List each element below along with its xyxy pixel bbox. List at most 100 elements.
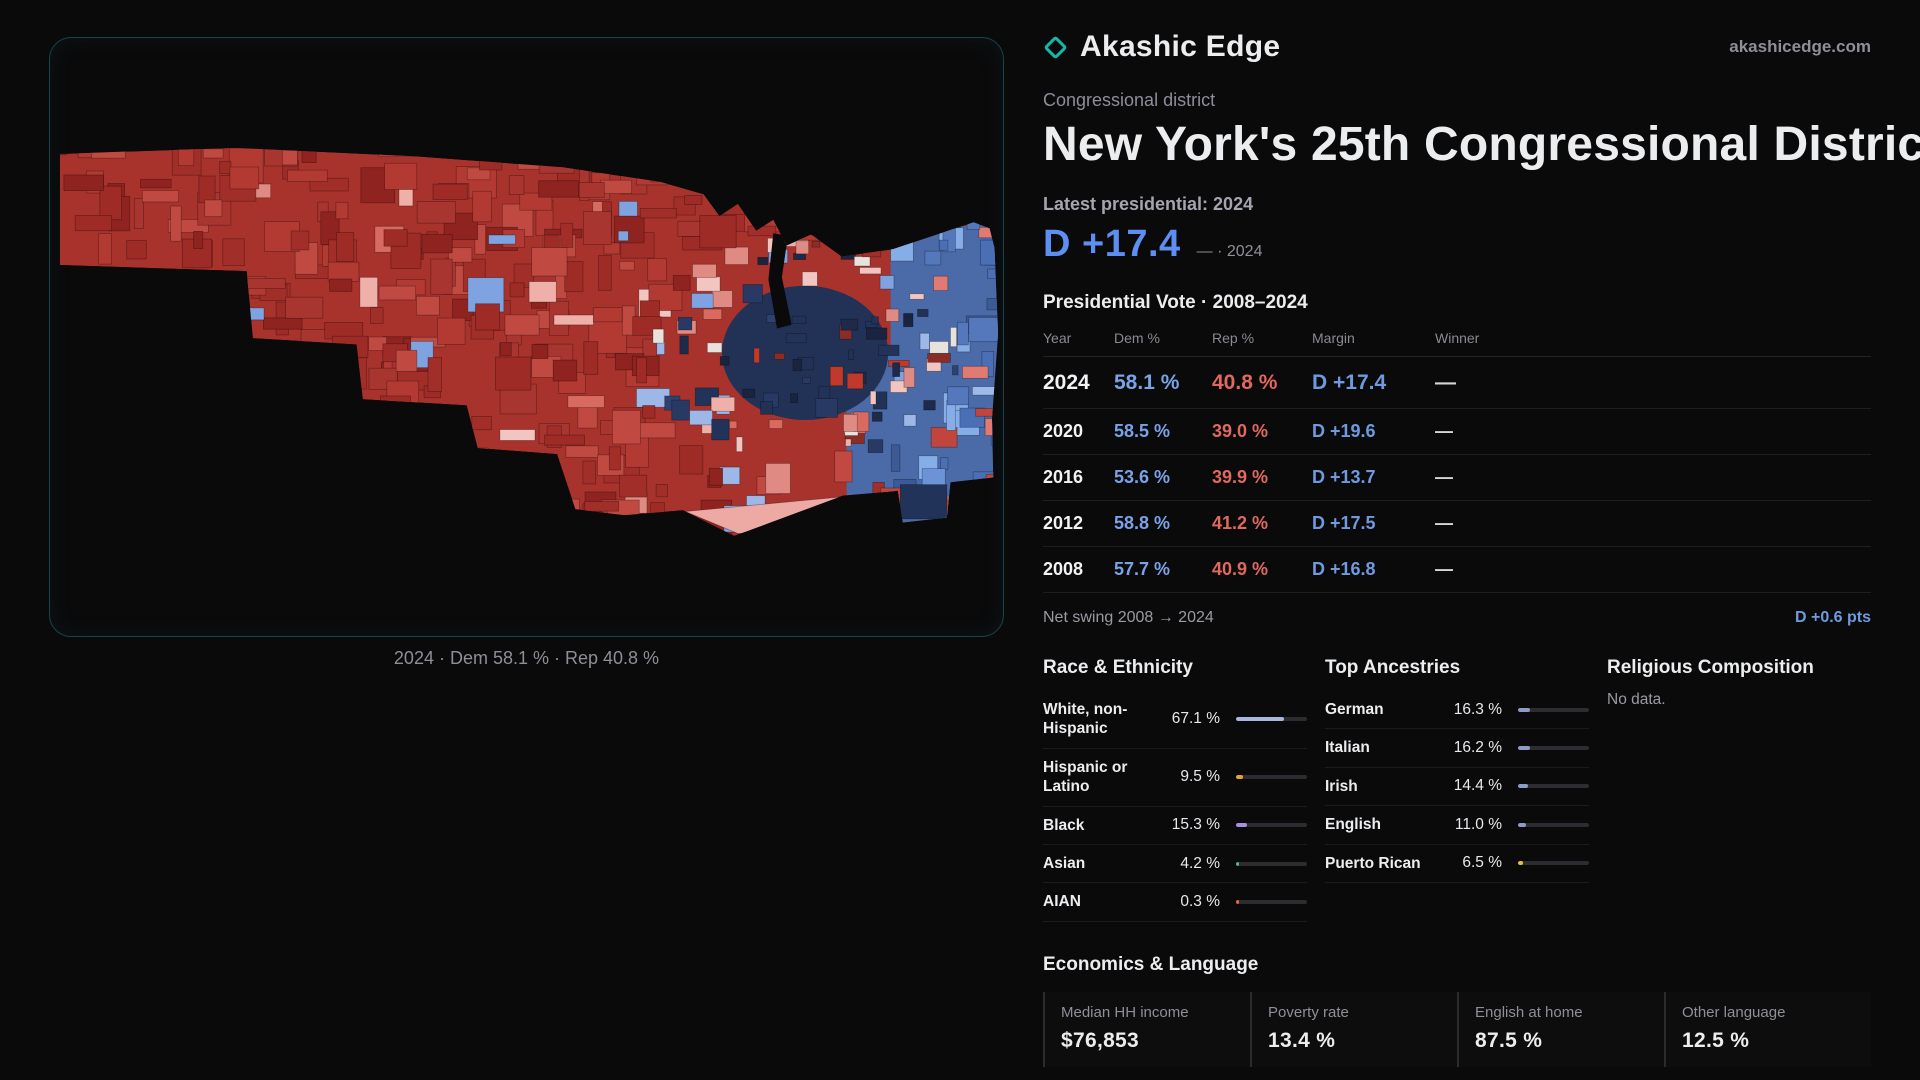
header: Akashic Edge akashicedge.com: [1043, 30, 1871, 64]
brand-diamond-icon: [1043, 34, 1068, 60]
map-city-core-region: [721, 285, 889, 420]
demo-value: 16.2 %: [1453, 739, 1502, 757]
demo-bar: [1518, 822, 1589, 827]
net-swing-row: Net swing 2008 → 2024 D +0.6 pts: [1043, 609, 1871, 627]
stat-block: Median HH income $76,853: [1043, 991, 1250, 1067]
demo-row: German 16.3 %: [1325, 691, 1589, 730]
demo-value: 11.0 %: [1454, 815, 1502, 833]
demo-value: 9.5 %: [1180, 768, 1220, 786]
vote-table: Year Dem % Rep % Margin Winner 2024 58.1 % 40.…: [1043, 320, 1871, 593]
demo-value: 16.3 %: [1453, 700, 1502, 718]
religion-no-data: No data.: [1607, 691, 1666, 708]
demo-bar: [1518, 707, 1589, 712]
demo-value: 67.1 %: [1171, 710, 1220, 728]
stat-value: $76,853: [1061, 1028, 1140, 1052]
economics-title: Economics & Language: [1043, 953, 1259, 975]
demo-bar: [1518, 784, 1589, 789]
demo-row: Puerto Rican 6.5 %: [1325, 845, 1589, 883]
map-east-suburbs-region: [846, 223, 999, 527]
latest-label: Latest presidential: 2024: [1043, 194, 1254, 214]
vote-col-header: Rep %: [1212, 320, 1312, 357]
demo-value: 4.2 %: [1180, 854, 1220, 872]
vote-cell-rep: 39.0 %: [1212, 408, 1312, 455]
vote-cell-winner: —: [1435, 500, 1871, 547]
vote-cell-margin: D +17.5: [1312, 500, 1435, 547]
vote-cell-margin: D +19.6: [1312, 408, 1435, 455]
vote-table-header-row: Year Dem % Rep % Margin Winner: [1043, 320, 1871, 357]
religion-section-title: Religious Composition: [1607, 657, 1814, 678]
demo-label: Puerto Rican: [1325, 854, 1421, 872]
demo-row: Black 15.3 %: [1043, 807, 1307, 845]
vote-row: 2012 58.8 % 41.2 % D +17.5—: [1043, 500, 1871, 547]
vote-cell-dem: 57.7 %: [1114, 546, 1212, 593]
headline-margin-row: D +17.4 — · 2024: [1043, 223, 1871, 266]
district-kicker: Congressional district: [1043, 90, 1216, 110]
vote-cell-year: 2012: [1043, 500, 1114, 547]
vote-col-header: Year: [1043, 320, 1114, 357]
stat-label: Other language: [1682, 1003, 1786, 1021]
district-map: [59, 147, 999, 536]
demo-row: AIAN 0.3 %: [1043, 883, 1307, 922]
demo-value: 6.5 %: [1462, 854, 1502, 872]
vote-cell-dem: 58.5 %: [1114, 408, 1212, 455]
ancestry-rows: German 16.3 % Italian 16.2 % Irish 14.4 % Engl…: [1325, 691, 1589, 883]
vote-cell-year: 2024: [1043, 356, 1114, 409]
demo-row: Italian 16.2 %: [1325, 729, 1589, 768]
demo-value: 15.3 %: [1171, 816, 1220, 834]
economics-stats-row: Median HH income $76,853 Poverty rate 13.4 …: [1043, 991, 1871, 1067]
demo-label: Italian: [1325, 739, 1370, 757]
demo-label: AIAN: [1043, 893, 1081, 911]
map-caption: 2024 · Dem 58.1 % · Rep 40.8 %: [393, 648, 660, 668]
vote-cell-rep: 40.8 %: [1212, 356, 1312, 409]
demo-label: English: [1325, 816, 1381, 834]
vote-row: 2008 57.7 % 40.9 % D +16.8—: [1043, 546, 1871, 593]
religion-section: Religious Composition No data.: [1607, 657, 1871, 922]
demo-label: Irish: [1325, 777, 1358, 795]
brand-title: Akashic Edge: [1080, 30, 1281, 63]
demo-bar: [1236, 823, 1307, 828]
demo-row: English 11.0 %: [1325, 806, 1589, 845]
ancestry-section: Top Ancestries German 16.3 % Italian 16.2 %…: [1325, 657, 1589, 922]
ancestry-section-title: Top Ancestries: [1325, 657, 1461, 678]
vote-cell-winner: —: [1435, 546, 1871, 593]
stat-value: 13.4 %: [1268, 1028, 1336, 1052]
vote-cell-margin: D +16.8: [1312, 546, 1435, 593]
stat-label: English at home: [1475, 1003, 1583, 1021]
demo-bar: [1236, 717, 1307, 722]
vote-cell-year: 2020: [1043, 408, 1114, 455]
headline-margin-value: D +17.4: [1043, 223, 1181, 265]
stat-value: 87.5 %: [1475, 1028, 1543, 1052]
vote-row: 2016 53.6 % 39.9 % D +13.7—: [1043, 454, 1871, 501]
vote-row: 2020 58.5 % 39.0 % D +19.6—: [1043, 408, 1871, 455]
vote-table-title: Presidential Vote · 2008–2024: [1043, 292, 1308, 313]
vote-col-header: Dem %: [1114, 320, 1212, 357]
demo-row: Asian 4.2 %: [1043, 845, 1307, 884]
site-link[interactable]: akashicedge.com: [1729, 37, 1871, 56]
demo-bar: [1236, 861, 1307, 866]
stat-block: English at home 87.5 %: [1457, 991, 1664, 1067]
stat-label: Median HH income: [1061, 1003, 1189, 1021]
demo-label: German: [1325, 701, 1384, 718]
stat-label: Poverty rate: [1268, 1003, 1349, 1021]
net-swing-label: Net swing 2008 → 2024: [1043, 609, 1214, 626]
vote-cell-dem: 53.6 %: [1114, 454, 1212, 501]
vote-cell-margin: D +17.4: [1312, 356, 1435, 409]
vote-cell-rep: 40.9 %: [1212, 546, 1312, 593]
vote-col-header: Margin: [1312, 320, 1435, 357]
vote-cell-dem: 58.8 %: [1114, 500, 1212, 547]
demo-label: White, non-Hispanic: [1043, 701, 1128, 738]
stat-block: Poverty rate 13.4 %: [1250, 991, 1457, 1067]
map-panel: [49, 37, 1004, 637]
demo-row: White, non-Hispanic 67.1 %: [1043, 691, 1307, 749]
net-swing-value: D +0.6 pts: [1794, 609, 1871, 626]
demo-value: 14.4 %: [1453, 777, 1502, 795]
demographics-grid: Race & Ethnicity White, non-Hispanic 67.1…: [1043, 657, 1871, 922]
vote-table-body: 2024 58.1 % 40.8 % D +17.4—2020 58.5 % 39.0 %…: [1043, 356, 1871, 593]
race-section-title: Race & Ethnicity: [1043, 657, 1193, 678]
vote-cell-year: 2008: [1043, 546, 1114, 593]
stat-block: Other language 12.5 %: [1664, 991, 1871, 1067]
demo-value: 0.3 %: [1180, 892, 1220, 910]
district-card: Akashic Edge akashicedge.com Congression…: [1043, 30, 1920, 1080]
map-bottom-tab: [900, 484, 948, 520]
vote-cell-rep: 39.9 %: [1212, 454, 1312, 501]
